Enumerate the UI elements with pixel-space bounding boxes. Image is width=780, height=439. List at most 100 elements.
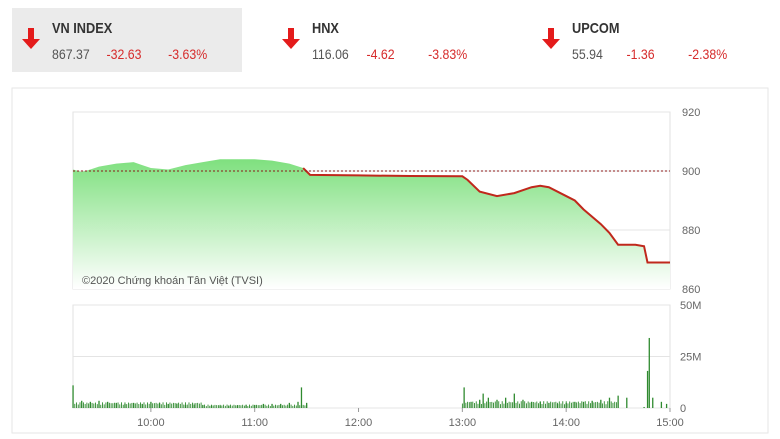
index-name: VN INDEX: [52, 20, 113, 37]
volume-bar: [608, 397, 611, 408]
volume-bar: [482, 393, 484, 408]
volume-bar: [574, 402, 576, 408]
volume-bar: [102, 402, 103, 408]
volume-bar: [493, 402, 494, 408]
volume-bar: [524, 401, 526, 408]
volume-bar: [200, 402, 202, 408]
volume-bar: [646, 370, 649, 408]
volume-bar: [584, 401, 586, 408]
volume-bar: [126, 404, 128, 408]
volume-bar: [501, 401, 503, 408]
volume-bar: [648, 337, 650, 408]
volume-bar: [577, 401, 579, 408]
time-tick-label: 15:00: [656, 417, 684, 429]
volume-bar: [475, 401, 477, 408]
volume-bar: [494, 401, 496, 408]
volume-bar: [138, 404, 140, 408]
volume-bar: [508, 401, 510, 408]
volume-bar: [505, 401, 507, 408]
volume-bar: [233, 404, 235, 408]
volume-bar: [134, 403, 136, 408]
index-change: -4.62: [366, 46, 395, 62]
price-line-below-reference: [302, 167, 670, 264]
volume-bar: [543, 401, 545, 408]
volume-bar: [520, 401, 522, 408]
volume-bar: [292, 405, 294, 408]
volume-bar: [141, 404, 143, 408]
volume-bar: [538, 403, 539, 408]
volume-bar: [224, 405, 226, 408]
index-tab-hnx[interactable]: HNX 116.06 -4.62 -3.83%: [272, 8, 502, 72]
volume-bar: [148, 403, 150, 408]
volume-bar: [212, 405, 214, 408]
volume-bar: [301, 405, 302, 408]
volume-bar: [610, 401, 612, 408]
volume-bar: [266, 405, 268, 408]
volume-bar: [192, 402, 193, 408]
volume-bar: [84, 404, 86, 408]
price-tick-label: 860: [682, 284, 700, 296]
volume-bar: [76, 402, 77, 408]
volume-bar: [551, 402, 553, 408]
volume-bar: [602, 403, 604, 408]
volume-bar: [88, 403, 90, 408]
volume-bar: [150, 402, 152, 408]
volume-bar: [513, 401, 515, 408]
volume-bar: [72, 402, 74, 408]
volume-bar: [281, 405, 283, 408]
volume-bar: [164, 404, 166, 408]
volume-bar: [615, 402, 617, 408]
volume-bar: [617, 395, 619, 408]
volume-bar: [557, 402, 559, 408]
volume-bar: [131, 402, 133, 408]
volume-bar: [472, 401, 474, 408]
volume-bar: [463, 387, 465, 408]
volume-bar: [482, 401, 484, 408]
volume-bar: [95, 402, 96, 408]
volume-bar: [302, 404, 304, 408]
index-percent: -3.83%: [428, 46, 468, 62]
time-tick-label: 13:00: [449, 417, 477, 429]
volume-bar: [555, 401, 557, 408]
volume-bar: [136, 402, 138, 408]
volume-bar: [285, 405, 287, 408]
volume-bar: [74, 403, 76, 408]
volume-tick-label: 25M: [680, 352, 701, 364]
volume-bar: [470, 402, 472, 408]
volume-bar: [81, 404, 83, 408]
volume-bar: [176, 403, 178, 408]
index-tab-vn-index[interactable]: VN INDEX 867.37 -32.63 -3.63%: [12, 8, 242, 72]
volume-bar: [153, 403, 155, 408]
volume-bar: [242, 404, 244, 408]
index-name: UPCOM: [572, 20, 620, 37]
volume-bar: [117, 402, 119, 408]
volume-bar: [223, 404, 225, 408]
volume-bar: [202, 405, 204, 408]
volume-bar: [546, 401, 548, 408]
volume-bar: [207, 404, 209, 408]
volume-bar: [579, 403, 581, 408]
volume-bar: [145, 404, 147, 408]
volume-bar: [79, 402, 81, 408]
volume-bar: [560, 403, 562, 408]
watermark: ©2020 Chứng khoán Tân Việt (TVSI): [82, 275, 263, 287]
volume-bar: [261, 404, 263, 408]
volume-bar: [122, 404, 124, 408]
volume-bar: [110, 403, 112, 408]
volume-bar: [271, 404, 273, 408]
volume-bar: [532, 402, 534, 408]
volume-bar: [534, 402, 536, 408]
volume-bar: [306, 404, 308, 408]
volume-bar: [100, 404, 102, 408]
volume-bar: [517, 401, 519, 408]
volume-bar: [565, 401, 567, 408]
index-tab-upcom[interactable]: UPCOM 55.94 -1.36 -2.38%: [532, 8, 762, 72]
volume-bar: [107, 403, 109, 408]
volume-bar: [512, 402, 514, 408]
volume-bar: [121, 402, 122, 408]
volume-bar: [652, 397, 654, 408]
volume-bar: [536, 401, 538, 408]
index-change: -1.36: [626, 46, 655, 62]
index-name: HNX: [312, 20, 339, 37]
volume-bar: [529, 402, 531, 408]
